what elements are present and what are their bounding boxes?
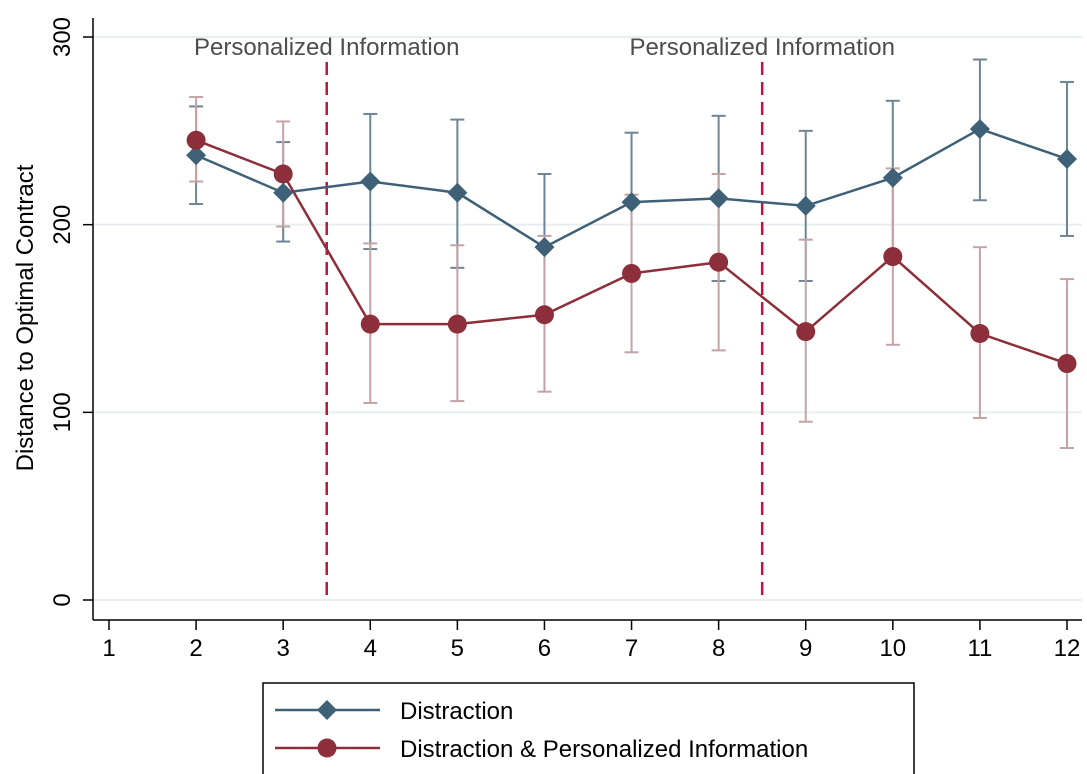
x-tick-label-9: 9 [799, 635, 812, 662]
data-point [1057, 148, 1077, 169]
data-point [186, 130, 206, 150]
x-tick-label-10: 10 [879, 635, 906, 662]
data-point [360, 171, 381, 192]
gridlines [93, 36, 1082, 601]
x-tick-label-12: 12 [1054, 635, 1081, 662]
legend-marker [317, 738, 337, 758]
x-tick-label-4: 4 [364, 635, 377, 662]
data-point [447, 314, 467, 334]
annotation-1: Personalized Information [194, 34, 459, 61]
y-tick-label-300: 300 [49, 17, 76, 57]
legend-label: Distraction & Personalized Information [400, 736, 808, 763]
reference-lines [325, 62, 764, 600]
data-point [273, 164, 293, 184]
x-tick-label-2: 2 [189, 635, 202, 662]
series-layer [186, 58, 1077, 449]
legend-box [262, 682, 915, 774]
data-point [534, 305, 554, 325]
x-tick-label-3: 3 [277, 635, 290, 662]
y-tick-label-100: 100 [49, 392, 76, 432]
data-point [621, 192, 642, 213]
data-point [795, 195, 816, 216]
y-tick-label-200: 200 [49, 205, 76, 245]
data-point [883, 247, 903, 267]
legend: Distraction Distraction & Personalized In… [262, 682, 915, 774]
data-point [186, 145, 207, 166]
x-tick-label-8: 8 [712, 635, 725, 662]
data-point [360, 314, 380, 334]
data-point [1057, 354, 1077, 374]
data-point [447, 182, 468, 203]
data-point [796, 322, 816, 342]
legend-marker [317, 700, 337, 720]
annotation-2: Personalized Information [629, 34, 894, 61]
x-tick-label-7: 7 [625, 635, 638, 662]
data-point [534, 237, 555, 258]
x-tick-label-1: 1 [102, 635, 115, 662]
annotations: Personalized Information Personalized Inf… [194, 34, 895, 61]
y-axis-title: Distance to Optimal Contract [12, 164, 39, 471]
data-point [970, 324, 990, 344]
legend-label: Distraction [400, 698, 513, 725]
data-point [622, 263, 642, 283]
legend-item-distraction: Distraction [275, 698, 513, 725]
legend-item-distraction-personalized-information: Distraction & Personalized Information [275, 736, 808, 763]
y-tick-label-0: 0 [49, 593, 76, 606]
data-point [273, 182, 294, 203]
data-point [969, 118, 990, 139]
x-tick-label-6: 6 [538, 635, 551, 662]
data-point [709, 252, 729, 272]
x-tick-label-11: 11 [967, 635, 992, 662]
data-point [882, 167, 903, 188]
x-tick-label-5: 5 [451, 635, 464, 662]
data-point [708, 188, 729, 209]
